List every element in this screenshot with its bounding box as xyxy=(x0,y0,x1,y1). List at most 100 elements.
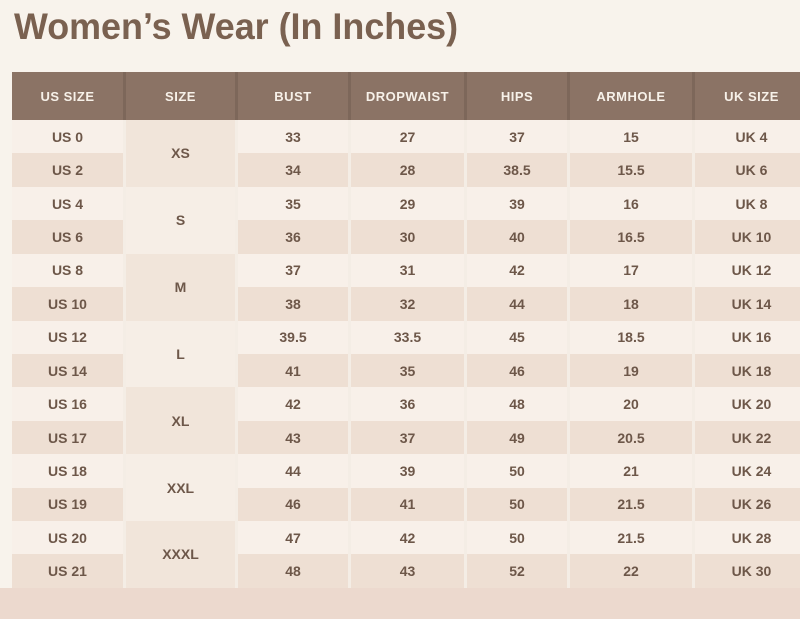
cell-size-group: L xyxy=(123,320,237,388)
cell-uk-size: UK 20 xyxy=(692,387,800,421)
cell-us-size: US 18 xyxy=(12,454,125,488)
cell-bust: 47 xyxy=(235,521,350,555)
table-row: US 14 41 35 46 19 UK 18 xyxy=(12,353,800,388)
column-header-us-size: US SIZE xyxy=(12,72,125,120)
cell-dropwaist: 43 xyxy=(348,554,466,588)
cell-us-size: US 14 xyxy=(12,353,125,388)
cell-armhole: 20.5 xyxy=(567,420,694,455)
cell-dropwaist: 35 xyxy=(348,353,466,388)
cell-uk-size: UK 8 xyxy=(692,186,800,221)
cell-armhole: 15 xyxy=(567,120,694,154)
cell-hips: 38.5 xyxy=(464,153,569,187)
cell-bust: 43 xyxy=(235,420,350,455)
table-row: US 4 S 35 29 39 16 UK 8 xyxy=(12,186,800,254)
cell-hips: 45 xyxy=(464,320,569,354)
column-header-uk-size: UK SIZE xyxy=(692,72,800,120)
column-header-bust: BUST xyxy=(235,72,350,120)
page-title: Women’s Wear (In Inches) xyxy=(14,6,459,47)
table-row: US 21 48 43 52 22 UK 30 xyxy=(12,554,800,588)
cell-uk-size: UK 30 xyxy=(692,554,800,588)
cell-bust: 37 xyxy=(235,253,350,288)
cell-uk-size: UK 28 xyxy=(692,521,800,555)
cell-armhole: 20 xyxy=(567,387,694,421)
cell-uk-size: UK 24 xyxy=(692,454,800,488)
table-row: US 17 43 37 49 20.5 UK 22 xyxy=(12,420,800,455)
cell-size-group: M xyxy=(123,253,237,321)
cell-armhole: 19 xyxy=(567,353,694,388)
cell-hips: 46 xyxy=(464,353,569,388)
cell-uk-size: UK 22 xyxy=(692,420,800,455)
cell-hips: 42 xyxy=(464,253,569,288)
bottom-band xyxy=(0,588,800,619)
cell-armhole: 22 xyxy=(567,554,694,588)
cell-hips: 39 xyxy=(464,186,569,221)
cell-uk-size: UK 18 xyxy=(692,353,800,388)
cell-armhole: 18.5 xyxy=(567,320,694,354)
table-row: US 18 XXL 44 39 50 21 UK 24 xyxy=(12,454,800,522)
table-row: US 0 XS 33 27 37 15 UK 4 xyxy=(12,120,800,187)
cell-dropwaist: 30 xyxy=(348,220,466,254)
cell-us-size: US 19 xyxy=(12,487,125,522)
cell-bust: 35 xyxy=(235,186,350,221)
cell-us-size: US 20 xyxy=(12,521,125,555)
cell-dropwaist: 41 xyxy=(348,487,466,522)
cell-size-group: XL xyxy=(123,387,237,455)
table-row: US 10 38 32 44 18 UK 14 xyxy=(12,287,800,321)
cell-us-size: US 4 xyxy=(12,186,125,221)
header-row: US SIZE SIZE BUST DROPWAIST HIPS ARMHOLE UK SI… xyxy=(12,72,800,120)
cell-dropwaist: 39 xyxy=(348,454,466,488)
cell-us-size: US 17 xyxy=(12,420,125,455)
cell-uk-size: UK 12 xyxy=(692,253,800,288)
table-row: US 12 L 39.5 33.5 45 18.5 UK 16 xyxy=(12,320,800,388)
cell-us-size: US 12 xyxy=(12,320,125,354)
column-header-size: SIZE xyxy=(123,72,237,120)
cell-dropwaist: 28 xyxy=(348,153,466,187)
cell-uk-size: UK 10 xyxy=(692,220,800,254)
cell-us-size: US 0 xyxy=(12,120,125,154)
column-header-dropwaist: DROPWAIST xyxy=(348,72,466,120)
cell-bust: 46 xyxy=(235,487,350,522)
cell-bust: 44 xyxy=(235,454,350,488)
cell-bust: 34 xyxy=(235,153,350,187)
table-row: US 6 36 30 40 16.5 UK 10 xyxy=(12,220,800,254)
cell-armhole: 17 xyxy=(567,253,694,288)
table-row: US 8 M 37 31 42 17 UK 12 xyxy=(12,253,800,321)
cell-uk-size: UK 4 xyxy=(692,120,800,154)
cell-us-size: US 6 xyxy=(12,220,125,254)
table-header: US SIZE SIZE BUST DROPWAIST HIPS ARMHOLE UK SI… xyxy=(12,72,800,120)
cell-armhole: 21.5 xyxy=(567,487,694,522)
cell-armhole: 21.5 xyxy=(567,521,694,555)
column-header-armhole: ARMHOLE xyxy=(567,72,694,120)
cell-uk-size: UK 26 xyxy=(692,487,800,522)
cell-size-group: S xyxy=(123,186,237,254)
cell-hips: 50 xyxy=(464,454,569,488)
cell-uk-size: UK 6 xyxy=(692,153,800,187)
cell-hips: 40 xyxy=(464,220,569,254)
cell-dropwaist: 42 xyxy=(348,521,466,555)
table-row: US 2 34 28 38.5 15.5 UK 6 xyxy=(12,153,800,187)
cell-hips: 37 xyxy=(464,120,569,154)
cell-armhole: 18 xyxy=(567,287,694,321)
cell-dropwaist: 37 xyxy=(348,420,466,455)
cell-bust: 38 xyxy=(235,287,350,321)
cell-dropwaist: 27 xyxy=(348,120,466,154)
cell-armhole: 16 xyxy=(567,186,694,221)
womens-wear-size-table: US SIZE SIZE BUST DROPWAIST HIPS ARMHOLE UK SI… xyxy=(12,72,800,588)
cell-armhole: 15.5 xyxy=(567,153,694,187)
cell-dropwaist: 36 xyxy=(348,387,466,421)
cell-bust: 36 xyxy=(235,220,350,254)
cell-armhole: 16.5 xyxy=(567,220,694,254)
cell-size-group: XXL xyxy=(123,454,237,522)
cell-uk-size: UK 14 xyxy=(692,287,800,321)
cell-us-size: US 10 xyxy=(12,287,125,321)
cell-hips: 50 xyxy=(464,487,569,522)
cell-us-size: US 8 xyxy=(12,253,125,288)
table-row: US 20 XXXL 47 42 50 21.5 UK 28 xyxy=(12,521,800,588)
column-header-hips: HIPS xyxy=(464,72,569,120)
table-row: US 16 XL 42 36 48 20 UK 20 xyxy=(12,387,800,455)
cell-us-size: US 2 xyxy=(12,153,125,187)
cell-hips: 50 xyxy=(464,521,569,555)
cell-bust: 41 xyxy=(235,353,350,388)
cell-uk-size: UK 16 xyxy=(692,320,800,354)
